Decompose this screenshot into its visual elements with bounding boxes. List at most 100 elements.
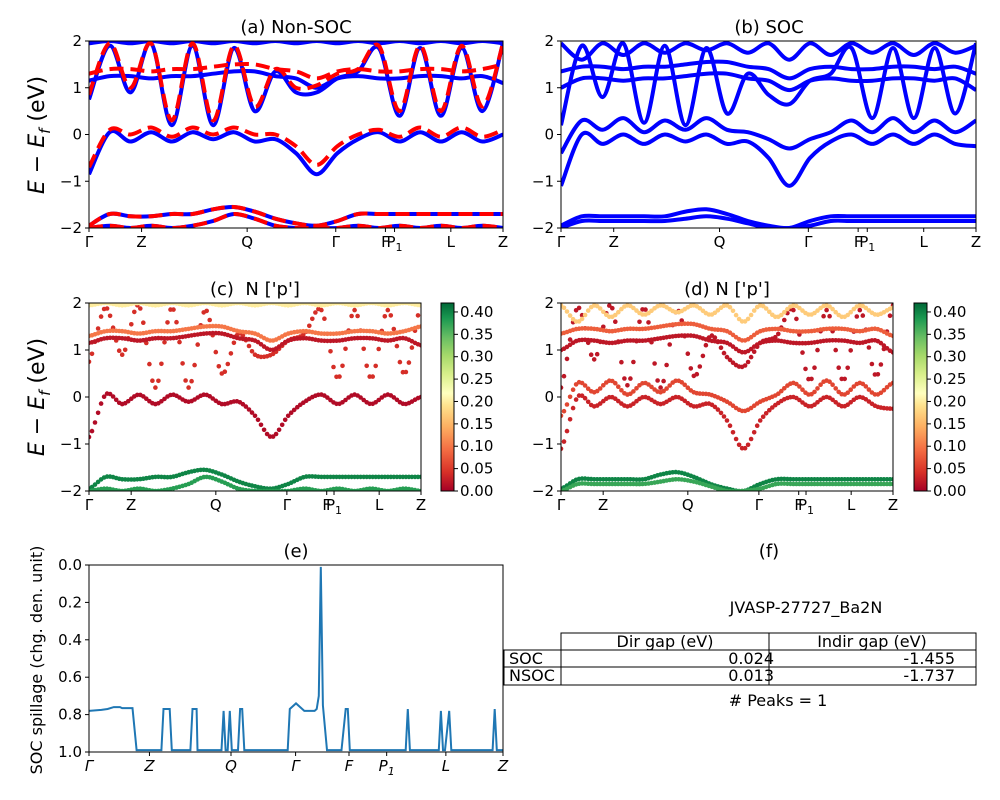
projected-point <box>213 349 219 355</box>
projected-point <box>697 306 703 311</box>
x-tick-label: Z <box>971 233 981 251</box>
projected-point <box>177 339 182 345</box>
projected-point <box>409 345 415 350</box>
band-line-down <box>89 41 503 123</box>
projected-point <box>643 307 648 312</box>
projected-point <box>824 307 829 313</box>
projected-point <box>567 417 573 422</box>
projected-point <box>325 395 330 400</box>
projected-point <box>658 385 663 390</box>
projected-point <box>361 346 367 352</box>
projected-point <box>204 308 209 314</box>
projected-point <box>585 308 591 313</box>
projected-point <box>667 342 672 347</box>
panel-e-line <box>89 566 503 752</box>
projected-point <box>147 361 152 367</box>
projected-point <box>561 408 567 414</box>
projected-point <box>95 326 101 331</box>
table-header-dir-gap: Dir gap (eV) <box>617 632 714 651</box>
y-tick-label: 0 <box>72 126 82 144</box>
panel-c-title: (c) N ['p'] <box>210 279 300 300</box>
projected-point <box>718 345 724 351</box>
projected-point <box>625 383 630 388</box>
projected-point <box>763 411 769 416</box>
projected-point <box>890 477 893 482</box>
x-tick-label: Γ <box>85 496 94 514</box>
projected-point <box>730 360 736 366</box>
projected-point <box>646 320 651 325</box>
projected-point <box>159 361 164 367</box>
band-line-soc <box>561 214 976 228</box>
projected-point <box>264 431 270 437</box>
projected-point <box>95 410 101 416</box>
projected-point <box>619 388 624 393</box>
projected-point <box>628 376 633 381</box>
y-tick-label: 1 <box>544 341 554 359</box>
projected-point <box>634 386 639 391</box>
x-tick-label: Z <box>126 496 136 514</box>
projected-point <box>812 389 817 395</box>
projected-point <box>340 363 345 369</box>
projected-point <box>107 313 113 319</box>
colorbar-tick-label: 0.35 <box>933 325 966 343</box>
band-line-soc <box>561 71 976 93</box>
colorbar-tick-label: 0.25 <box>460 370 493 388</box>
projected-point <box>631 389 636 394</box>
projected-point <box>418 324 421 329</box>
projected-point <box>98 314 104 319</box>
projected-point <box>730 344 736 349</box>
projected-point <box>751 349 757 355</box>
x-tick-label: F <box>381 233 390 251</box>
projected-point <box>619 306 624 312</box>
panel-e-xticks: Γ Z Q Γ F P1 L Z <box>85 752 509 778</box>
projected-point <box>649 308 654 314</box>
projected-point <box>89 359 92 365</box>
projected-point <box>664 386 669 391</box>
projected-point <box>857 307 863 313</box>
projected-point <box>310 316 315 322</box>
projected-point <box>301 332 306 338</box>
projected-point <box>622 376 627 381</box>
projected-point <box>116 348 122 354</box>
projected-point <box>878 362 884 367</box>
x-tick-label: Γ <box>557 233 566 251</box>
projected-point <box>791 307 796 313</box>
projected-point <box>313 310 318 315</box>
projected-point <box>830 306 835 312</box>
panel-b-bands <box>561 41 976 228</box>
panel-e-ylabel: SOC spillage (chg. den. unit) <box>27 546 46 775</box>
projected-point <box>189 378 194 384</box>
projected-point <box>92 482 98 487</box>
projected-point <box>848 387 853 393</box>
panel-b-xticks: Γ Z Q Γ FP1 L Z <box>557 228 981 254</box>
projected-point <box>610 305 615 311</box>
y-tick-label: −1 <box>532 435 554 453</box>
projected-point <box>875 372 881 377</box>
projected-point <box>745 442 751 448</box>
projected-point <box>779 388 784 394</box>
panel-a-ylabel: E − Ef (eV) <box>25 76 54 194</box>
projected-point <box>613 319 618 325</box>
projected-point <box>397 359 403 365</box>
projected-point <box>279 422 285 428</box>
projected-point <box>382 314 388 319</box>
x-tick-label: P1 <box>379 757 395 778</box>
panel-c-yticks: 2 1 0 −1 −2 <box>60 294 89 500</box>
y-tick-label: 2 <box>544 294 554 312</box>
x-tick-label: Z <box>888 496 898 514</box>
projected-point <box>890 481 893 487</box>
projected-point <box>845 312 850 318</box>
projected-point <box>863 384 869 389</box>
x-tick-label: F <box>322 496 331 514</box>
projected-point <box>564 356 570 362</box>
x-tick-label: P1 <box>798 496 814 517</box>
projected-point <box>588 352 594 358</box>
projected-point <box>561 439 567 444</box>
y-tick-label: 2 <box>72 32 82 50</box>
panel-e: (e) Γ Z Q Γ F P1 L Z 0.0 0.2 0.4 0.6 0.8 1.0 SOC spi… <box>27 541 509 778</box>
projected-point <box>800 350 805 355</box>
projected-point <box>141 320 146 326</box>
colorbar-tick-label: 0.15 <box>933 415 966 433</box>
projected-point <box>597 401 603 406</box>
